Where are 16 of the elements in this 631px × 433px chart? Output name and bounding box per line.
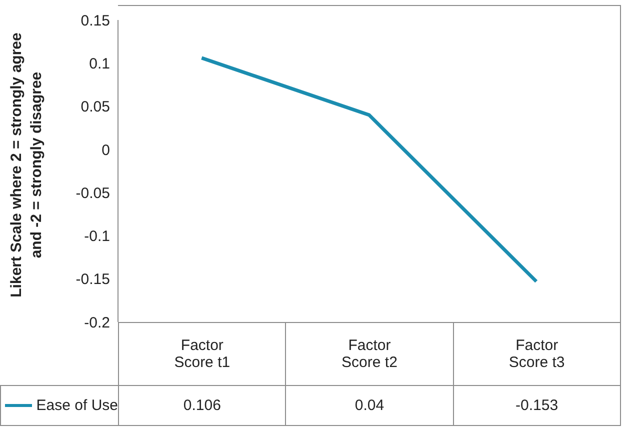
y-tick-label: -0.1	[84, 228, 110, 246]
x-tick-label: Factor Score t1	[118, 322, 286, 386]
y-tick-label: 0.1	[89, 55, 110, 72]
data-label: 0.04	[285, 385, 454, 426]
y-tick-label: 0.15	[80, 12, 110, 30]
legend-label: Ease of Use	[36, 397, 118, 414]
x-tick-label: Factor Score t2	[285, 322, 454, 386]
x-tick-label: Factor Score t3	[452, 322, 621, 386]
y-tick-label: 0	[102, 142, 110, 159]
y-tick-label: -0.15	[76, 271, 110, 288]
y-tick-label: -0.05	[76, 184, 110, 202]
data-label: -0.153	[452, 385, 621, 426]
y-tick-label: 0.05	[80, 98, 110, 116]
y-tick-label: -0.2	[84, 314, 110, 332]
data-label: 0.106	[118, 385, 286, 426]
y-axis-title: Likert Scale where 2 = strongly agree and -2 = strongly disagree	[7, 32, 46, 300]
